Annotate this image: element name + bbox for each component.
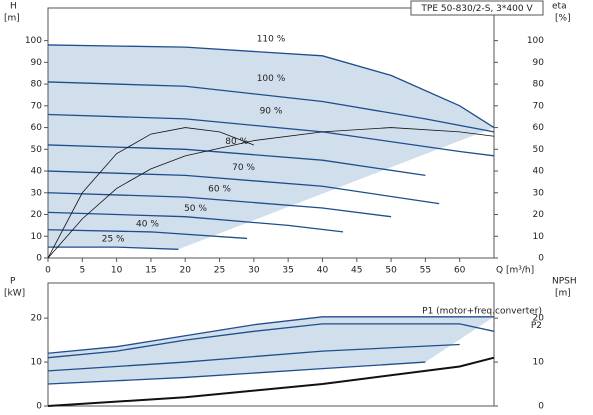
y-axis-unit: [kW]: [4, 289, 25, 299]
x-tick-label: 20: [180, 266, 192, 276]
y2-axis-label: NPSH: [552, 277, 577, 287]
curve-label: 80 %: [225, 137, 248, 147]
y-axis-label: P: [10, 277, 16, 287]
secondary-curve: [47, 127, 254, 259]
x-tick-label: 55: [420, 266, 431, 276]
curve-label: P2: [531, 321, 542, 331]
y2-tick-label: 20: [533, 210, 545, 220]
y-tick-label: 0: [36, 402, 42, 412]
y2-axis-unit: [m]: [555, 289, 571, 299]
y2-tick-label: 90: [533, 58, 545, 68]
y2-tick-label: 10: [533, 232, 545, 242]
y2-axis-unit: [%]: [555, 14, 571, 24]
curve-label: 100 %: [257, 74, 286, 84]
curve: [47, 323, 495, 359]
y-tick-label: 90: [31, 58, 43, 68]
curve: [47, 170, 440, 205]
secondary-curve: [47, 356, 495, 407]
curve-label: 40 %: [136, 219, 159, 229]
x-tick-label: 5: [79, 266, 85, 276]
y2-tick-label: 100: [527, 36, 544, 46]
curve-label: 50 %: [184, 204, 207, 214]
y-tick-label: 20: [31, 210, 43, 220]
y-tick-label: 100: [25, 36, 42, 46]
y2-tick-label: 20: [533, 314, 545, 324]
y2-tick-label: 30: [533, 188, 545, 198]
y-tick-label: 20: [31, 314, 43, 324]
x-tick-label: 45: [351, 266, 362, 276]
x-tick-label: 10: [111, 266, 123, 276]
curve-label: 60 %: [208, 185, 231, 195]
curve-label: 70 %: [232, 163, 255, 173]
y2-tick-label: 80: [533, 80, 545, 90]
legend-title: TPE 50-830/2-S, 3*400 V: [420, 4, 533, 14]
y2-tick-label: 0: [538, 402, 544, 412]
curve: [47, 144, 426, 177]
curve-label: P1 (motor+freq.converter): [422, 306, 542, 316]
legend-box: [410, 0, 544, 16]
x-tick-label: 30: [248, 266, 260, 276]
x-tick-label: 0: [45, 266, 51, 276]
curve: [47, 81, 495, 133]
y2-tick-label: 0: [538, 254, 544, 264]
y-axis-unit: [m]: [4, 14, 20, 24]
curve-label: 110 %: [257, 35, 286, 45]
operating-area: [48, 316, 494, 385]
x-tick-label: 50: [385, 266, 397, 276]
x-tick-label: 40: [317, 266, 329, 276]
y-axis-label: H: [10, 2, 17, 12]
secondary-curve: [47, 127, 495, 259]
y-tick-label: 80: [31, 80, 43, 90]
curve: [47, 44, 495, 129]
curve: [47, 192, 392, 218]
x-tick-label: 15: [145, 266, 156, 276]
y-tick-label: 30: [31, 188, 43, 198]
plot-frame: [47, 282, 495, 407]
y-tick-label: 40: [31, 167, 43, 177]
y-tick-label: 10: [31, 358, 43, 368]
curve: [48, 246, 179, 250]
curve: [47, 316, 494, 354]
y-tick-label: 70: [31, 101, 43, 111]
y2-axis-label: eta: [552, 2, 567, 12]
x-tick-label: 60: [454, 266, 466, 276]
x-tick-label: 25: [214, 266, 225, 276]
y-tick-label: 0: [36, 254, 42, 264]
y-tick-label: 50: [31, 145, 43, 155]
y-tick-label: 60: [31, 123, 43, 133]
y2-tick-label: 50: [533, 145, 545, 155]
curve: [47, 229, 248, 240]
curve: [47, 343, 460, 372]
curve-label: 90 %: [260, 106, 283, 116]
y2-tick-label: 10: [533, 358, 545, 368]
y2-tick-label: 40: [533, 167, 545, 177]
x-tick-label: 35: [282, 266, 293, 276]
y-tick-label: 10: [31, 232, 43, 242]
plot-frame: [47, 7, 495, 259]
y2-tick-label: 60: [533, 123, 545, 133]
curve: [47, 211, 344, 233]
curve-label: 25 %: [102, 235, 125, 245]
operating-area: [48, 44, 494, 250]
curve: [47, 361, 426, 385]
x-axis-label: Q [m³/h]: [496, 266, 534, 276]
y2-tick-label: 70: [533, 101, 545, 111]
